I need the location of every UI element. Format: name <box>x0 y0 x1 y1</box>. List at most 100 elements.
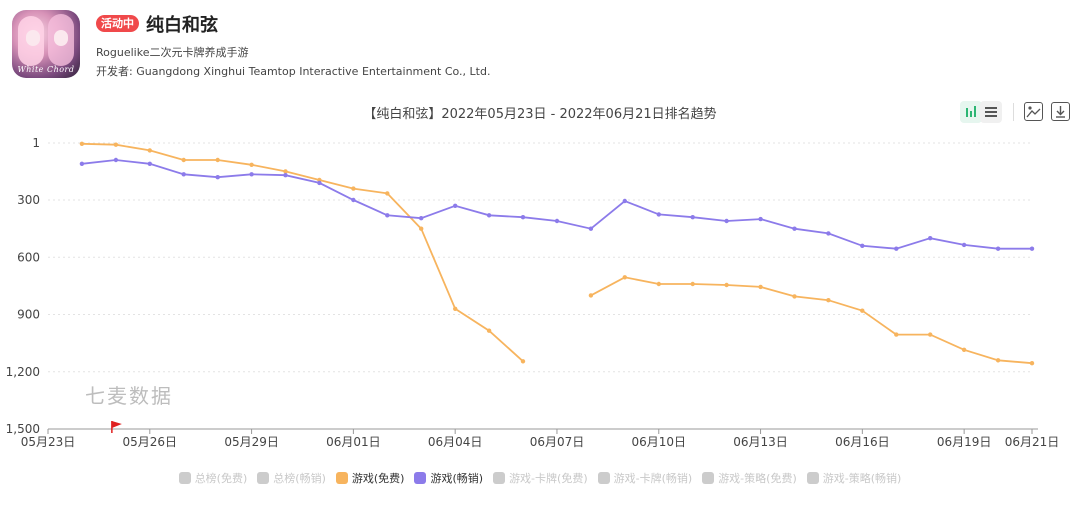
data-point <box>249 172 254 177</box>
app-icon-logo-text: White Chord <box>17 65 75 74</box>
legend-swatch <box>597 472 610 484</box>
chart-title: 【纯白和弦】2022年05月23日 - 2022年06月21日排名趋势 <box>363 107 717 122</box>
legend-item[interactable]: 总榜(免费) <box>178 470 247 486</box>
app-icon[interactable]: White Chord <box>12 10 80 78</box>
data-point <box>1029 246 1035 251</box>
data-point <box>181 172 186 177</box>
x-tick-label: 06月01日 <box>326 435 381 449</box>
data-point <box>147 148 152 153</box>
data-point <box>283 169 288 174</box>
data-point <box>79 141 85 146</box>
legend-swatch <box>806 472 819 484</box>
bar-chart-icon-glyph <box>966 106 976 117</box>
data-point <box>453 203 458 208</box>
data-point <box>724 218 729 224</box>
data-point <box>181 157 186 163</box>
x-tick-label: 05月26日 <box>123 435 178 449</box>
data-point <box>113 157 119 163</box>
app-header: White Chord 活动中 纯白和弦 Roguelike二次元卡牌养成手游 … <box>10 8 710 80</box>
data-point <box>588 293 594 298</box>
legend-item[interactable]: 游戏-卡牌(畅销) <box>597 470 693 486</box>
image-icon[interactable] <box>1024 102 1043 121</box>
data-point <box>995 358 1001 363</box>
data-point <box>385 191 390 196</box>
data-point <box>995 246 1001 251</box>
data-point <box>928 332 933 337</box>
data-point <box>961 242 967 248</box>
data-point <box>860 308 865 313</box>
download-icon[interactable] <box>1051 102 1070 121</box>
legend-item[interactable]: 总榜(畅销) <box>257 470 326 486</box>
series-line <box>81 142 524 362</box>
data-point <box>520 215 526 220</box>
legend-label: 游戏-卡牌(畅销) <box>613 472 693 485</box>
toolbar-divider <box>1013 103 1014 121</box>
data-point <box>113 142 119 147</box>
x-tick-label: 06月19日 <box>937 435 992 449</box>
data-point <box>486 328 492 333</box>
flag-icon <box>111 421 122 428</box>
app-icon-art <box>54 30 68 46</box>
legend-item[interactable]: 游戏-卡牌(免费) <box>493 470 588 486</box>
data-point <box>520 359 526 364</box>
legend-label: 游戏(免费) <box>351 472 405 485</box>
legend-item[interactable]: 游戏(免费) <box>335 470 405 486</box>
data-point <box>419 226 424 231</box>
data-point <box>928 236 933 241</box>
legend-item[interactable]: 游戏-策略(畅销) <box>806 470 901 486</box>
data-point <box>486 213 492 218</box>
data-point <box>453 306 458 311</box>
watermark: 七麦数据 <box>85 384 173 408</box>
bar-chart-icon[interactable] <box>960 101 982 123</box>
y-tick-label: 1 <box>32 136 40 150</box>
series-line <box>81 159 1032 250</box>
chart-toolbar <box>958 101 1073 127</box>
data-point <box>894 332 899 337</box>
x-tick-label: 06月21日 <box>1005 435 1060 449</box>
list-icon-glyph <box>985 107 997 117</box>
data-point <box>215 175 220 180</box>
data-point <box>961 347 967 352</box>
data-point <box>215 157 220 163</box>
series-line <box>590 276 1033 365</box>
data-point <box>792 294 797 299</box>
chart-legend: 总榜(免费) 总榜(畅销) 游戏(免费) 游戏(畅销) 游戏-卡牌(免费) 游戏-卡牌(畅… <box>0 470 1080 486</box>
data-point <box>860 243 865 248</box>
data-point <box>724 282 729 288</box>
data-point <box>826 298 831 303</box>
legend-swatch <box>493 472 506 484</box>
legend-label: 游戏(畅销) <box>430 472 484 485</box>
y-tick-label: 300 <box>17 193 40 207</box>
legend-label: 总榜(畅销) <box>273 472 326 485</box>
data-point <box>385 213 390 218</box>
legend-label: 游戏-卡牌(免费) <box>509 472 588 485</box>
legend-item[interactable]: 游戏(畅销) <box>414 470 483 486</box>
data-point <box>351 186 356 191</box>
data-point <box>317 180 322 186</box>
status-badge: 活动中 <box>96 15 139 32</box>
data-point <box>622 198 627 204</box>
x-tick-label: 06月10日 <box>631 435 686 449</box>
data-point <box>792 226 797 231</box>
legend-swatch <box>178 472 191 484</box>
image-icon-glyph <box>1026 106 1041 118</box>
y-tick-label: 900 <box>17 308 40 322</box>
x-tick-label: 05月29日 <box>224 435 279 449</box>
data-point <box>758 216 763 222</box>
y-tick-label: 1,500 <box>6 422 40 436</box>
data-point <box>826 231 831 236</box>
legend-swatch <box>702 472 715 484</box>
legend-swatch <box>414 472 427 484</box>
y-tick-label: 600 <box>17 250 40 264</box>
data-point <box>656 281 661 287</box>
list-icon[interactable] <box>980 101 1002 123</box>
x-tick-label: 06月04日 <box>428 435 483 449</box>
app-title: 纯白和弦 <box>146 15 218 36</box>
data-point <box>656 212 661 217</box>
data-point <box>79 161 85 166</box>
legend-item[interactable]: 游戏-策略(免费) <box>702 470 797 486</box>
data-point <box>758 284 763 290</box>
data-point <box>894 246 899 251</box>
data-point <box>147 161 152 166</box>
